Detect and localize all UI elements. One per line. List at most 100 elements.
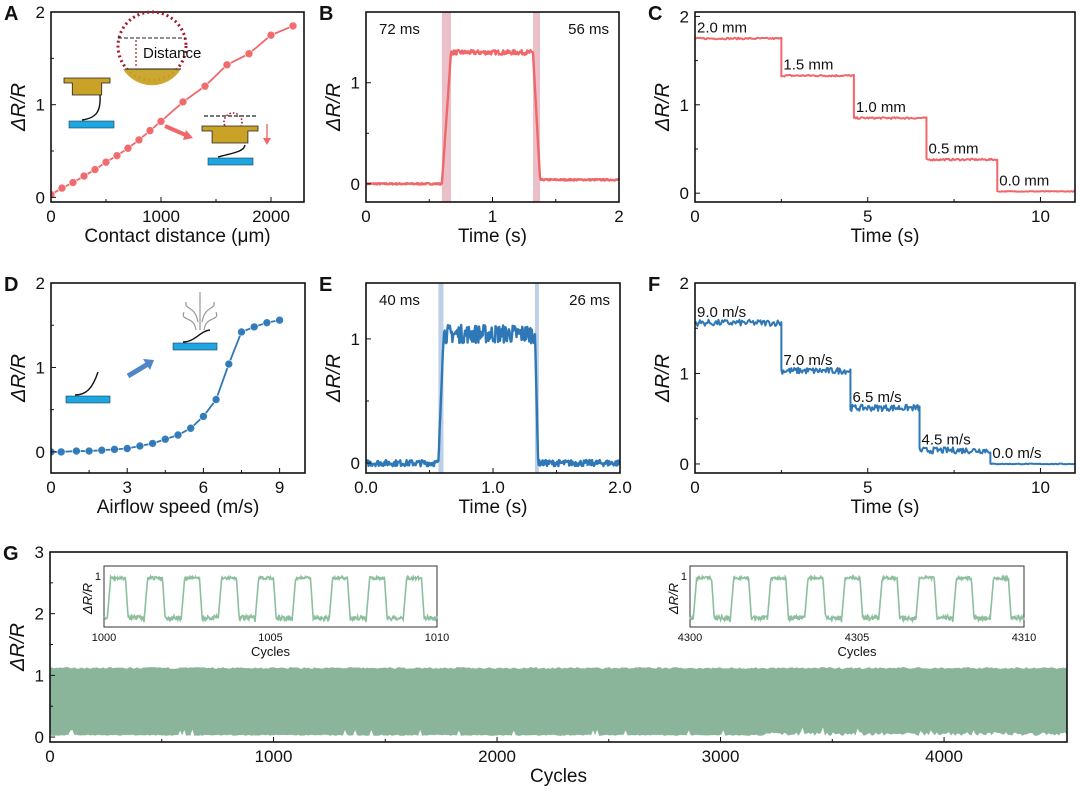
data-point [266,30,276,40]
plot-area [50,667,1067,736]
y-axis-label: ΔR/R [8,354,30,403]
rise-time-label: 40 ms [379,292,420,309]
plot-frame [365,11,620,203]
y-axis-label: ΔR/R [652,354,674,403]
data-point [178,97,188,107]
electrode-icon [63,77,111,96]
y-tick-label: 1 [36,96,45,115]
step-label: 0.5 mm [928,141,978,158]
substrate-icon [68,120,115,129]
down-arrow-head-icon [263,138,271,145]
panel-letter: E [319,274,332,296]
data-point [249,322,259,332]
plot-area [695,318,1075,466]
y-tick-label: 0 [36,188,45,207]
x-tick-label: 9 [275,478,284,497]
fall-time-label: 26 ms [569,292,610,309]
panel-letter: B [319,3,333,25]
data-point [262,318,272,327]
y-tick-label: 1 [351,74,360,93]
data-point [51,190,56,199]
data-point [72,446,81,456]
inset-2: 4300 4305 4310 Cycles 1ΔR/R [666,565,1036,659]
y-tick-label: 1 [36,358,45,377]
y-tick-label: 2 [680,7,689,26]
y-tick-label: 1 [351,330,360,349]
data-point [68,178,78,187]
x-tick-label: 2000 [252,207,290,226]
y-tick-label: 1 [680,364,689,383]
data-point [156,117,166,126]
panel-letter: A [4,3,18,25]
data-point [211,395,221,404]
data-point [199,412,208,421]
x-tick-label: 6 [199,478,208,497]
panel-C: 2.0 mm 1.5 mm 1.0 mm 0.5 mm 0.0 mm C 0 1 2 0 5 10 Ti… [648,3,1076,247]
x-axis-label: Time (s) [459,497,528,518]
x-tick-label: 10 [1031,478,1050,497]
inset-y-tick-label: 1 [681,571,687,583]
data-point [200,81,210,91]
panel-E: 40 ms 26 ms E 0 1 0.0 1.0 2.0 Time (s) ΔR/R [319,274,632,518]
panel-letter: F [648,274,660,296]
x-axis-label: Contact distance (μm) [84,226,270,247]
panel-A-illustration: Distance [63,10,271,166]
x-axis-label: Airflow speed (m/s) [97,497,260,518]
y-axis-label: ΔR/R [8,83,30,132]
inset-1: 1000 1005 1010 Cycles 1ΔR/R [80,565,449,659]
fiber-icon [217,144,246,158]
x-tick-label: 0 [690,478,699,497]
x-axis-label: Time (s) [851,497,920,518]
step-label: 0.0 mm [999,172,1049,189]
data-point [122,444,132,453]
rise-time-label: 72 ms [379,21,420,38]
data-point [97,445,107,455]
fall-time-label: 56 ms [568,21,609,38]
step-label: 1.5 mm [783,57,833,74]
panel-letter: D [4,274,18,296]
series-line [51,319,280,453]
y-tick-label: 3 [35,543,44,562]
arrow-head-icon [183,130,193,140]
plot-frame [50,11,305,203]
data-point [161,434,170,444]
x-tick-label: 0 [46,207,55,226]
y-tick-label: 2 [36,274,45,293]
inset-x-axis-label: Cycles [251,644,291,659]
x-tick-label: 0.0 [354,478,378,497]
inset-x-tick-label: 1010 [425,632,449,644]
x-axis-label: Cycles [530,766,587,787]
substrate-icon [207,157,254,166]
step-label: 6.5 m/s [852,389,901,406]
step-label: 4.5 m/s [922,431,971,448]
y-axis-label: ΔR/R [7,623,29,672]
plot-area [51,21,298,199]
magnifier-icon [116,10,188,82]
inset-x-tick-label: 4305 [845,632,869,644]
fiber-icon [81,94,101,121]
data-point [148,439,157,448]
airflow-icon [182,292,218,331]
x-tick-label: 0 [45,747,54,766]
arrow-icon [164,124,189,138]
y-tick-label: 2 [36,3,45,22]
data-point [79,171,89,181]
y-tick-label: 2 [680,274,689,293]
y-tick-label: 0 [680,184,689,203]
y-tick-label: 2 [35,605,44,624]
data-point [135,441,145,451]
plot-area [51,315,284,457]
step-label: 7.0 m/s [783,352,832,369]
distance-label: Distance [143,45,201,62]
inset-y-axis-label: ΔR/R [666,583,681,615]
inset-x-tick-label: 4310 [1012,632,1036,644]
inset-x-tick-label: 4300 [678,632,702,644]
x-tick-label: 4000 [925,747,963,766]
x-tick-label: 3000 [702,747,740,766]
panel-letter: C [648,3,662,25]
data-point [90,165,100,174]
inset-x-tick-label: 1005 [258,632,282,644]
y-tick-label: 0 [351,175,360,194]
